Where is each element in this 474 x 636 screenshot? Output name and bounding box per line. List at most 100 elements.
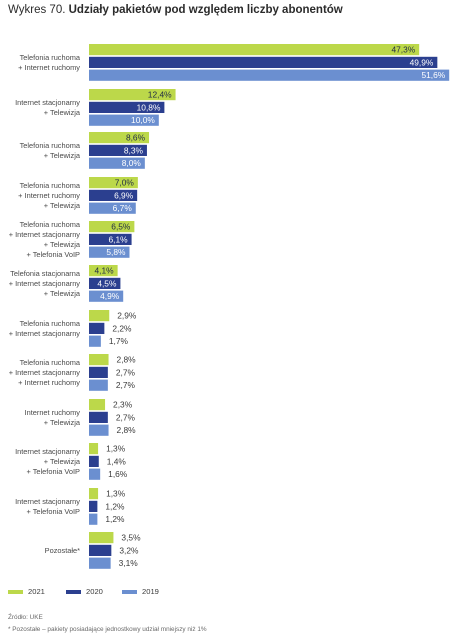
category-label-line: + Telewizja	[44, 457, 81, 466]
value-label-2021: 2,8%	[117, 355, 137, 365]
category-label-line: Internet stacjonarny	[15, 447, 80, 456]
value-label-2021: 47,3%	[391, 45, 415, 55]
value-label-2020: 1,2%	[105, 501, 125, 511]
bar-2020	[89, 189, 138, 201]
value-label-2021: 2,3%	[113, 400, 133, 410]
value-label-2020: 4,5%	[97, 278, 117, 288]
bar-2019	[89, 69, 450, 81]
value-label-2020: 49,9%	[410, 57, 434, 67]
value-label-2020: 1,4%	[107, 456, 127, 466]
value-label-2019: 1,7%	[109, 336, 129, 346]
legend-label-2021: 2021	[28, 587, 45, 596]
value-label-2021: 8,6%	[126, 133, 146, 143]
category-label-line: + Internet stacjonarny	[9, 230, 81, 239]
value-label-2021: 12,4%	[148, 90, 172, 100]
legend-swatch-2020	[66, 589, 81, 594]
category-label-line: Telefonia ruchoma	[20, 141, 81, 150]
value-label-2019: 4,9%	[100, 291, 120, 301]
bar-2019	[89, 468, 101, 480]
value-label-2019: 5,8%	[106, 247, 126, 257]
category-label: Telefonia ruchoma + Internet stacjonarny +…	[9, 220, 81, 259]
bar-2019	[89, 557, 111, 569]
legend: 2021 2020 2019	[8, 587, 159, 596]
category-label-line: + Internet ruchomy	[18, 191, 80, 200]
value-label-2020: 3,2%	[119, 545, 139, 555]
category-label-line: + Telewizja	[44, 289, 81, 298]
bar-2020	[89, 366, 108, 378]
category-label-line: + Internet stacjonarny	[9, 368, 81, 377]
category-label-line: + Internet ruchomy	[18, 63, 80, 72]
bar-2020	[89, 56, 438, 68]
value-label-2020: 2,7%	[116, 367, 136, 377]
bar-2021	[89, 265, 118, 277]
bar-2021	[89, 488, 99, 500]
bar-2020	[89, 277, 121, 289]
bar-2020	[89, 233, 132, 245]
category-label-line: Internet ruchomy	[25, 408, 81, 417]
value-label-2021: 7,0%	[115, 178, 135, 188]
category-label-line: Telefonia ruchoma	[20, 358, 81, 367]
bar-2020	[89, 322, 105, 334]
bar-2020	[89, 544, 112, 556]
bar-2019	[89, 114, 159, 126]
category-label: Telefonia ruchoma + Internet stacjonarny +…	[9, 358, 81, 387]
bar-2021	[89, 354, 109, 366]
bar-2021	[89, 89, 176, 101]
bar-2020	[89, 455, 99, 467]
category-label: Pozostałe*	[45, 546, 80, 555]
category-label: Telefonia ruchoma + Internet ruchomy + Tel…	[18, 181, 81, 210]
category-label: Internet stacjonarny + Telefonia VoIP	[15, 497, 80, 516]
chart-title: Wykres 70. Udziały pakietów pod względem…	[8, 4, 343, 16]
legend-swatch-2021	[8, 589, 23, 594]
value-label-2021: 2,9%	[117, 311, 137, 321]
legend-label-2020: 2020	[86, 587, 103, 596]
value-label-2021: 1,3%	[106, 444, 126, 454]
value-label-2019: 6,7%	[113, 203, 133, 213]
category-label: Internet ruchomy + Telewizja	[25, 408, 81, 427]
category-label-line: + Internet stacjonarny	[9, 279, 81, 288]
category-label-line: + Telewizja	[44, 108, 81, 117]
category-label: Internet stacjonarny + Telewizja + Telefon…	[15, 447, 81, 476]
bar-2021	[89, 132, 150, 144]
chart-title-prefix: Wykres 70.	[8, 4, 66, 16]
bar-2020	[89, 411, 108, 423]
bar-2021	[89, 44, 420, 56]
value-label-2020: 10,8%	[137, 102, 161, 112]
bar-2021	[89, 221, 135, 233]
category-label-line: Telefonia stacjonarna	[10, 269, 81, 278]
value-label-2021: 6,5%	[111, 222, 131, 232]
value-label-2020: 2,7%	[116, 412, 136, 422]
value-label-2021: 3,5%	[121, 533, 141, 543]
value-label-2019: 2,8%	[117, 425, 137, 435]
bar-2019	[89, 157, 145, 169]
value-label-2019: 2,7%	[116, 380, 136, 390]
bar-2021	[89, 177, 138, 189]
category-label-line: Telefonia ruchoma	[20, 181, 81, 190]
legend-label-2019: 2019	[142, 587, 159, 596]
category-label-line: + Telewizja	[44, 418, 81, 427]
source-note: Źródło: UKE	[8, 614, 43, 621]
value-label-2019: 1,2%	[105, 514, 125, 524]
category-label-line: + Telewizja	[44, 151, 81, 160]
value-label-2020: 6,9%	[114, 190, 134, 200]
category-label-line: + Telefonia VoIP	[27, 250, 81, 259]
value-label-2020: 8,3%	[124, 145, 144, 155]
category-label-line: Telefonia ruchoma	[20, 220, 81, 229]
value-label-2020: 6,1%	[108, 234, 128, 244]
legend-swatch-2019	[122, 589, 137, 594]
value-label-2019: 1,6%	[108, 469, 128, 479]
bar-2021	[89, 310, 110, 322]
bar-2019	[89, 424, 109, 436]
value-label-2019: 51,6%	[421, 70, 445, 80]
category-label: Telefonia ruchoma + Internet ruchomy	[18, 53, 81, 72]
bar-2019	[89, 379, 108, 391]
category-label: Telefonia ruchoma + Telewizja	[20, 141, 81, 160]
category-label: Internet stacjonarny + Telewizja	[15, 98, 81, 117]
bar-2020	[89, 101, 165, 113]
bar-2019	[89, 246, 130, 258]
value-label-2020: 2,2%	[112, 323, 132, 333]
value-label-2019: 3,1%	[119, 558, 139, 568]
category-label-line: + Telewizja	[44, 240, 81, 249]
bar-2020	[89, 500, 98, 512]
legend-item-2020: 2020	[66, 587, 122, 596]
